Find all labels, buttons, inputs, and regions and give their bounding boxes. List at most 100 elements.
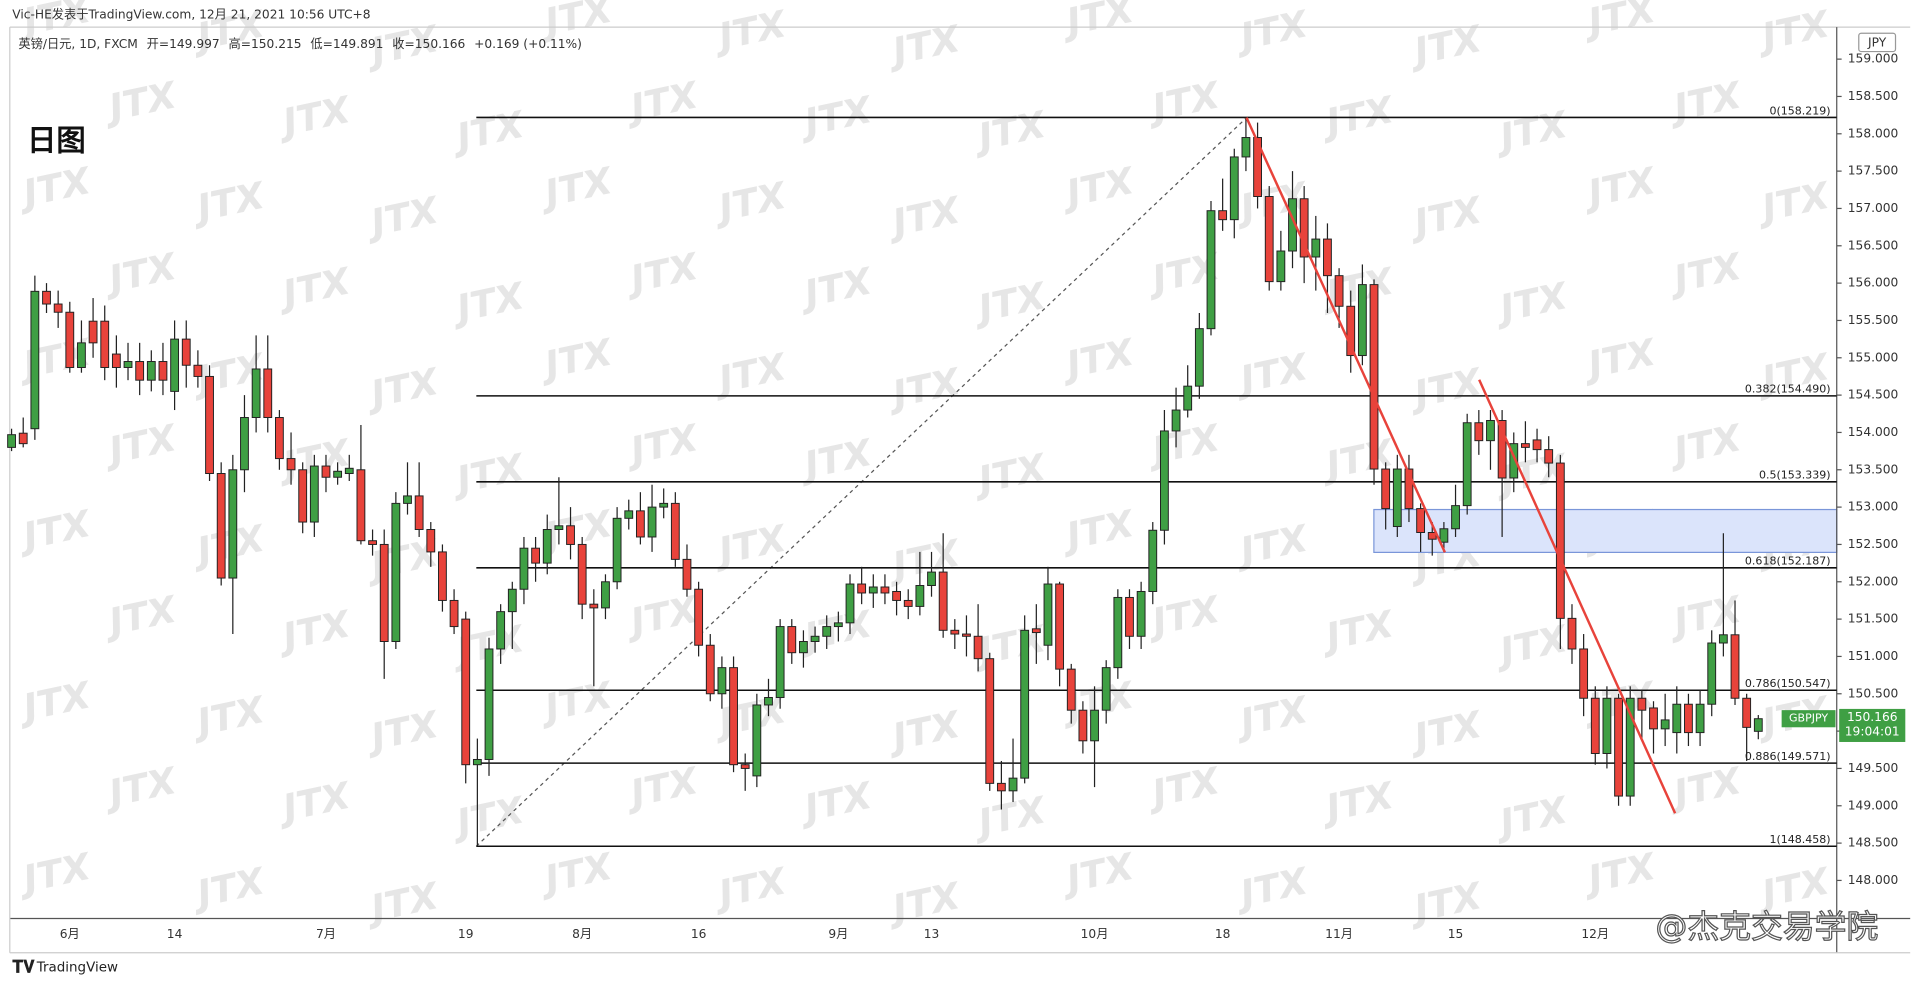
y-tick-label: 155.000 [1848, 350, 1899, 364]
candle-body [612, 517, 622, 583]
fib-label: 0.5(153.339) [1759, 469, 1831, 482]
symbol: 英镑/日元, 1D, FXCM [18, 36, 137, 51]
x-tick-label: 14 [167, 927, 183, 941]
watermark: JTX [1230, 859, 1313, 917]
watermark: JTX [446, 274, 529, 332]
candle-body [1183, 385, 1193, 411]
candle-body [53, 303, 63, 313]
candle-body [438, 551, 447, 601]
close-label: 收= [392, 37, 415, 51]
y-tick-label: 151.000 [1848, 649, 1899, 663]
watermark: JTX [13, 673, 96, 731]
watermark: JTX [534, 673, 617, 731]
candle-body [1346, 305, 1356, 357]
watermark: JTX [1404, 188, 1487, 246]
y-tick-label: 156.500 [1848, 238, 1899, 252]
high-label: 高= [228, 36, 251, 51]
candle-body [461, 618, 471, 766]
x-tick-label: 7月 [316, 927, 336, 941]
watermark: JTX [1404, 360, 1487, 418]
x-tick-label: 13 [924, 927, 940, 941]
candle-body [321, 465, 331, 478]
fib-label: 0.618(152.187) [1745, 555, 1831, 568]
high-value: 150.215 [251, 37, 302, 51]
watermark: JTX [1056, 502, 1139, 560]
fib-label: 1(148.458) [1769, 833, 1830, 846]
watermark: JTX [1142, 759, 1225, 817]
candle-body [42, 290, 51, 305]
candle-body [1707, 642, 1717, 705]
candle-body [1555, 462, 1565, 619]
trend-line [1245, 117, 1447, 553]
countdown: 19:04:01 [1845, 725, 1900, 739]
candle-body [1066, 668, 1076, 711]
candle-body [1218, 210, 1228, 221]
watermark: JTX [1489, 102, 1572, 160]
candle-body [1194, 328, 1204, 387]
candle-body [1416, 508, 1426, 533]
candle-body [833, 622, 843, 628]
watermark: JTX [1663, 245, 1746, 303]
candle-body [1171, 409, 1181, 432]
candle-body [77, 342, 86, 368]
trend-line [1478, 379, 1677, 814]
candle-body [577, 543, 587, 605]
currency-box [1858, 32, 1897, 53]
fib-label: 0(158.219) [1769, 104, 1830, 117]
watermark: JTX [272, 88, 355, 146]
candle-body [449, 599, 459, 628]
candle-body [1043, 583, 1053, 646]
candle-body [973, 635, 983, 660]
watermark: JTX [13, 502, 96, 560]
candle-body [729, 667, 738, 766]
open-value: 149.997 [169, 37, 220, 51]
candle-body [1730, 634, 1740, 699]
candle-body [985, 658, 995, 784]
watermark: JTX [98, 245, 181, 303]
candle-body [1695, 703, 1705, 734]
candle-body [1742, 697, 1752, 728]
x-tick-label: 11月 [1325, 927, 1353, 941]
y-tick-label: 159.000 [1848, 52, 1899, 66]
candle-body [810, 635, 820, 642]
watermark: JTX [1056, 0, 1139, 45]
watermark: JTX [361, 702, 444, 760]
candle-body [764, 697, 773, 706]
watermark: JTX [1230, 2, 1313, 60]
watermark: JTX [534, 845, 617, 903]
price-tag: 150.166 [1847, 710, 1898, 724]
candle-body [496, 611, 506, 650]
price-tag-box [1839, 708, 1906, 742]
watermark: JTX [1142, 416, 1225, 474]
watermark: JTX [1404, 17, 1487, 75]
watermark: JTX [1489, 274, 1572, 332]
candle-body [1684, 703, 1693, 734]
candle-body [216, 473, 226, 579]
candle-body [65, 311, 75, 368]
candle-body [181, 338, 191, 366]
candle-body [1509, 443, 1519, 479]
candle-body [1718, 634, 1728, 644]
candle-body [1474, 422, 1484, 442]
candle-body [799, 641, 808, 654]
watermark: JTX [1578, 845, 1661, 903]
watermark: JTX [1404, 702, 1487, 760]
candle-body [635, 510, 645, 538]
candle-body [531, 547, 541, 564]
watermark: JTX [882, 360, 965, 418]
candle-body [344, 467, 354, 475]
fib-label: 0.382(154.490) [1745, 383, 1831, 396]
watermark: JTX [1752, 173, 1835, 231]
symbol-tag: GBPJPY [1789, 712, 1828, 725]
watermark: JTX [98, 416, 181, 474]
candle-body [111, 353, 121, 368]
y-tick-label: 157.500 [1848, 164, 1899, 178]
candle-body [705, 644, 715, 695]
watermark: JTX [882, 874, 965, 932]
candle-body [624, 510, 634, 519]
watermark: JTX [1316, 773, 1399, 831]
x-tick-label: 15 [1448, 927, 1464, 941]
candle-body [682, 558, 692, 590]
currency: JPY [1867, 36, 1887, 50]
open-label: 开= [147, 37, 170, 51]
